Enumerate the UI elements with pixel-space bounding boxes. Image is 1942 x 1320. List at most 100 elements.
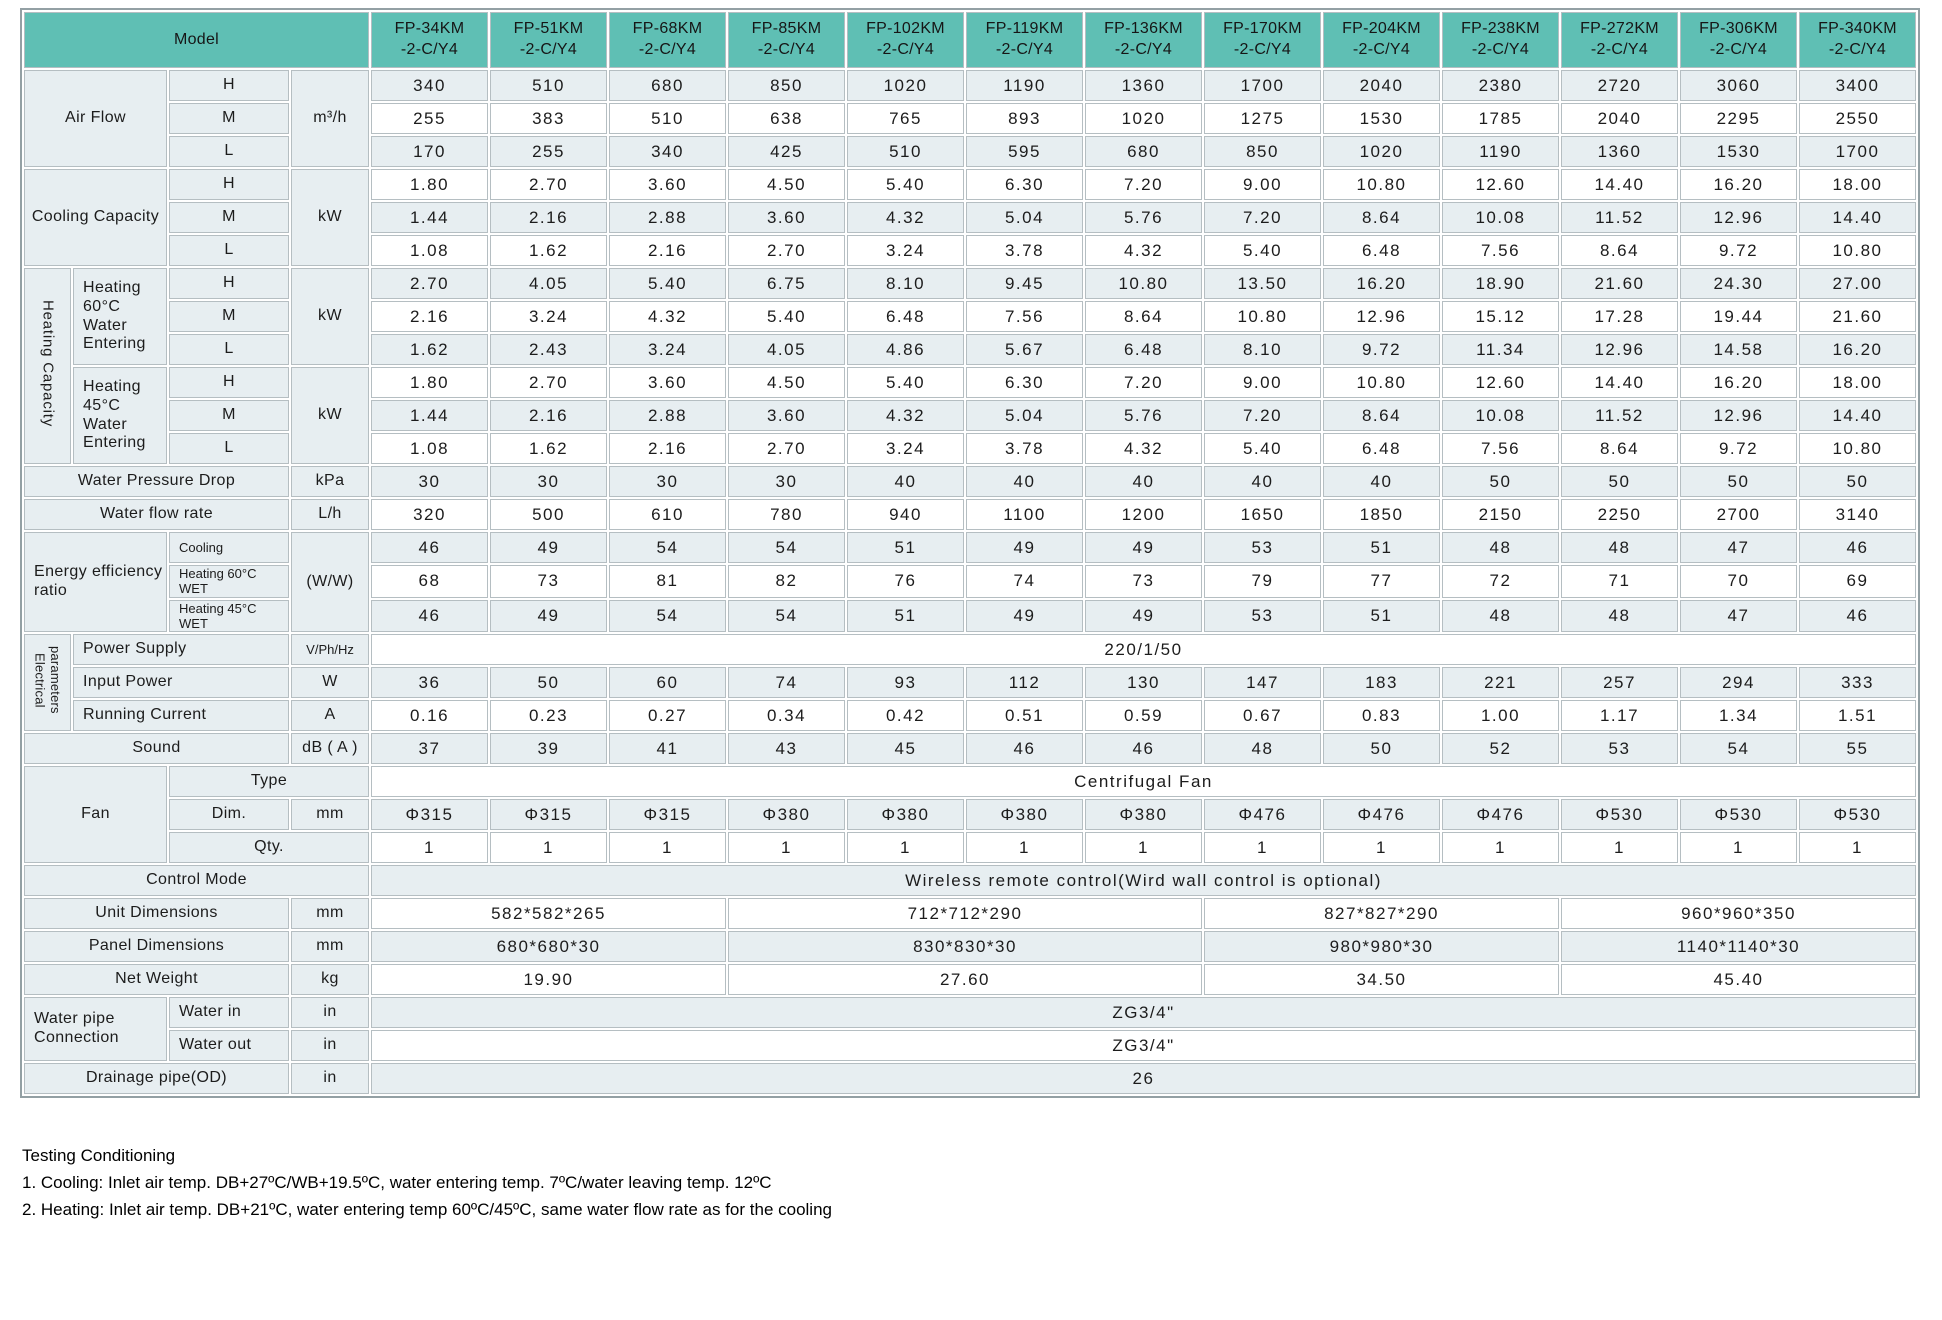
value-cell: 54 — [1680, 733, 1797, 765]
value-cell: 3.24 — [490, 301, 607, 332]
value-cell: 40 — [1323, 466, 1440, 497]
row-label-cell: M — [169, 202, 289, 233]
value-cell: 1 — [1442, 832, 1559, 864]
value-cell: 14.40 — [1561, 169, 1678, 200]
footnotes: Testing Conditioning 1. Cooling: Inlet a… — [22, 1142, 832, 1224]
value-cell: 5.76 — [1085, 202, 1202, 233]
value-cell: 3.24 — [609, 334, 726, 365]
value-cell: 30 — [490, 466, 607, 497]
value-cell: 255 — [371, 103, 488, 134]
value-cell: 46 — [1085, 733, 1202, 765]
value-cell: 11.52 — [1561, 400, 1678, 431]
value-cell: 5.40 — [847, 367, 964, 398]
value-cell: 255 — [490, 136, 607, 167]
value-cell: 41 — [609, 733, 726, 765]
value-cell: 1.00 — [1442, 700, 1559, 732]
value-cell: Φ315 — [371, 799, 488, 831]
row-label-cell: Energy efficiency ratio — [24, 532, 167, 633]
value-cell: 712*712*290 — [728, 898, 1202, 930]
table-row: L 1.08 1.62 2.16 2.70 3.24 3.78 4.32 5.40 6.48 7.5… — [24, 235, 1916, 266]
value-cell: 49 — [490, 532, 607, 563]
table-row: Net Weight kg 19.90 27.60 34.50 45.40 — [24, 964, 1916, 996]
value-cell: 55 — [1799, 733, 1916, 765]
model-header-cell: FP-170KM -2-C/Y4 — [1204, 12, 1321, 68]
value-cell: 3.60 — [609, 169, 726, 200]
value-cell: 18.90 — [1442, 268, 1559, 299]
value-cell: 10.80 — [1204, 301, 1321, 332]
value-cell: 1 — [1204, 832, 1321, 864]
table-row: Dim. mm Φ315 Φ315 Φ315 Φ380 Φ380 Φ380 Φ380 Φ476 Φ4… — [24, 799, 1916, 831]
value-cell: 45 — [847, 733, 964, 765]
value-cell: 93 — [847, 667, 964, 699]
value-cell: 1 — [371, 832, 488, 864]
value-cell: 9.00 — [1204, 367, 1321, 398]
value-cell: 1650 — [1204, 499, 1321, 530]
value-cell: 2.70 — [371, 268, 488, 299]
value-cell: 27.60 — [728, 964, 1202, 996]
value-cell: 6.48 — [1323, 235, 1440, 266]
value-cell: 46 — [1799, 599, 1916, 633]
spec-table: Model FP-34KM -2-C/Y4 FP-51KM -2-C/Y4 FP-68KM… — [20, 8, 1920, 1099]
value-cell: 1360 — [1085, 70, 1202, 101]
spec-table-header: Model FP-34KM -2-C/Y4 FP-51KM -2-C/Y4 FP-68KM… — [24, 12, 1916, 68]
footnote-line-1: 1. Cooling: Inlet air temp. DB+27ºC/WB+1… — [22, 1173, 772, 1193]
value-cell: 48 — [1442, 532, 1559, 563]
row-label-cell: L/h — [291, 499, 369, 530]
value-cell: 0.59 — [1085, 700, 1202, 732]
value-cell: 4.05 — [490, 268, 607, 299]
model-header-cell: FP-136KM -2-C/Y4 — [1085, 12, 1202, 68]
table-row: Input Power W 36 50 60 74 93 112 130 147 183 221 257… — [24, 667, 1916, 699]
table-row: Panel Dimensions mm 680*680*30 830*830*30 98… — [24, 931, 1916, 963]
value-cell: 21.60 — [1799, 301, 1916, 332]
value-cell: 1.80 — [371, 169, 488, 200]
value-cell: 2.16 — [371, 301, 488, 332]
value-cell: 221 — [1442, 667, 1559, 699]
value-cell: 1700 — [1799, 136, 1916, 167]
value-cell: 3400 — [1799, 70, 1916, 101]
value-cell: 510 — [847, 136, 964, 167]
value-cell: 1.44 — [371, 202, 488, 233]
value-cell: 1850 — [1323, 499, 1440, 530]
value-cell: 47 — [1680, 599, 1797, 633]
value-cell: 5.40 — [1204, 433, 1321, 464]
value-cell: 74 — [728, 667, 845, 699]
value-cell: 2.16 — [609, 235, 726, 266]
value-cell: 3.60 — [609, 367, 726, 398]
table-row: Drainage pipe(OD) in 26 — [24, 1063, 1916, 1095]
value-cell: 12.60 — [1442, 367, 1559, 398]
footnote-line-2: 2. Heating: Inlet air temp. DB+21ºC, wat… — [22, 1200, 832, 1220]
value-cell: 510 — [609, 103, 726, 134]
value-cell: 2.70 — [490, 367, 607, 398]
value-cell: 9.00 — [1204, 169, 1321, 200]
value-cell: 0.42 — [847, 700, 964, 732]
value-cell: 40 — [1085, 466, 1202, 497]
model-header-cell: FP-272KM -2-C/Y4 — [1561, 12, 1678, 68]
value-cell: 6.75 — [728, 268, 845, 299]
value-cell: 51 — [847, 599, 964, 633]
value-cell: 2040 — [1323, 70, 1440, 101]
value-cell: 830*830*30 — [728, 931, 1202, 963]
value-cell: 40 — [966, 466, 1083, 497]
value-cell: Φ380 — [847, 799, 964, 831]
value-cell: 0.23 — [490, 700, 607, 732]
value-cell: 50 — [1799, 466, 1916, 497]
value-cell: 5.76 — [1085, 400, 1202, 431]
value-cell: 6.30 — [966, 169, 1083, 200]
value-cell: 7.56 — [1442, 235, 1559, 266]
row-label-cell: Unit Dimensions — [24, 898, 289, 930]
value-cell: 1530 — [1323, 103, 1440, 134]
model-header-cell: FP-204KM -2-C/Y4 — [1323, 12, 1440, 68]
value-cell: 1 — [1799, 832, 1916, 864]
table-row: M 1.44 2.16 2.88 3.60 4.32 5.04 5.76 7.20 8.64 10.… — [24, 400, 1916, 431]
value-cell: 3.78 — [966, 235, 1083, 266]
value-cell: ZG3/4" — [371, 997, 1916, 1029]
value-cell: 1020 — [1323, 136, 1440, 167]
value-cell: Φ315 — [609, 799, 726, 831]
value-cell: 54 — [609, 599, 726, 633]
value-cell: 1.62 — [371, 334, 488, 365]
value-cell: 49 — [1085, 532, 1202, 563]
value-cell: Φ530 — [1680, 799, 1797, 831]
model-header-cell: FP-119KM -2-C/Y4 — [966, 12, 1083, 68]
value-cell: 2.88 — [609, 202, 726, 233]
value-cell: 680*680*30 — [371, 931, 726, 963]
